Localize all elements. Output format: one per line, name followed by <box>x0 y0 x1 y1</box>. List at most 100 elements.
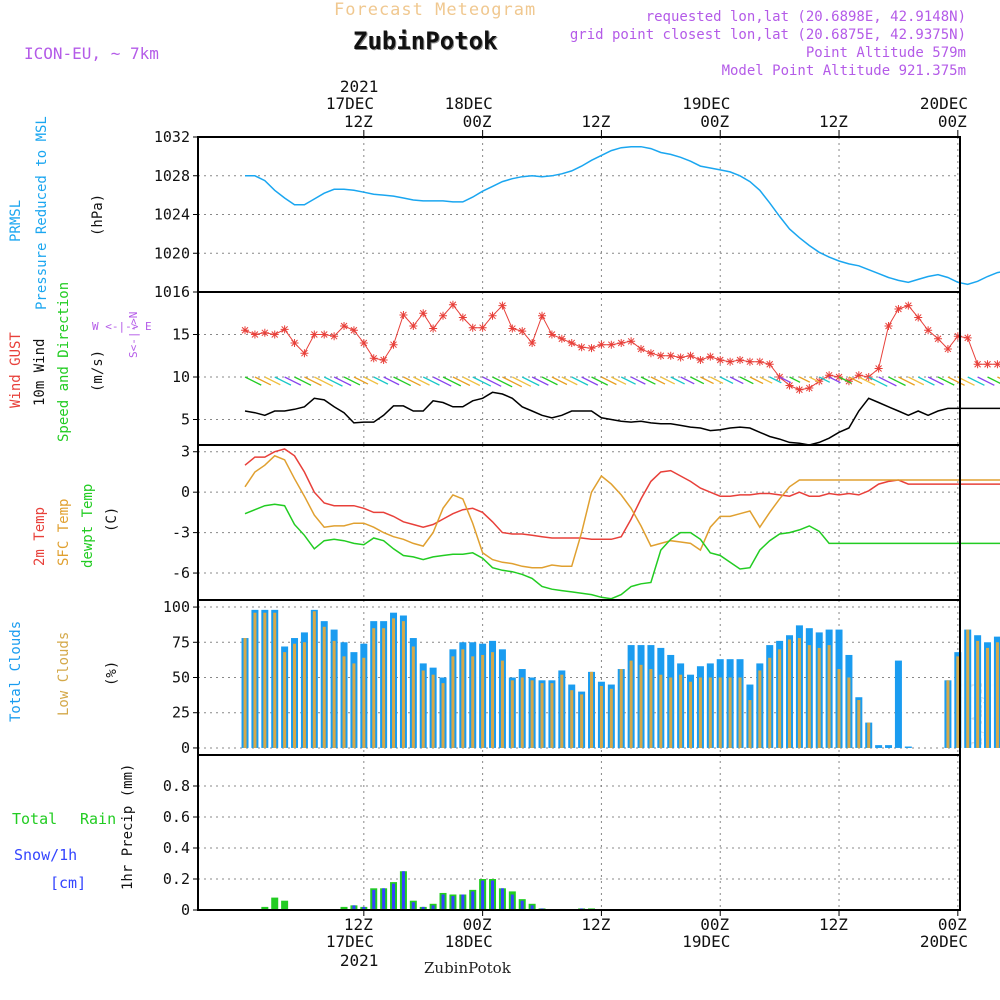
low-cloud-bar <box>560 674 564 748</box>
gust-marker <box>340 322 349 330</box>
top-hour-label: 00Z <box>700 112 729 131</box>
wind-direction-arrow <box>531 376 549 386</box>
wind-direction-arrow <box>828 376 841 384</box>
gust-marker <box>765 360 774 369</box>
y-tick-label: 0 <box>181 483 190 501</box>
grid-lines <box>198 136 960 911</box>
low-cloud-bar <box>956 656 960 748</box>
wind-direction-arrow <box>818 376 831 383</box>
wind-direction-arrow <box>393 376 411 387</box>
y-tick-label: -6 <box>172 564 190 582</box>
low-cloud-bar <box>857 700 861 748</box>
gust-marker <box>557 334 566 343</box>
low-cloud-bar <box>609 688 613 748</box>
panel-frame-wind <box>197 291 961 446</box>
wind-direction-arrow <box>244 376 262 386</box>
wind-direction-arrow <box>284 376 302 386</box>
wind-direction-arrow <box>591 376 609 386</box>
wind-direction-arrow <box>759 376 773 384</box>
low-cloud-bar <box>401 621 405 748</box>
gust-marker <box>785 381 794 390</box>
model-label: ICON-EU, ~ 7km <box>24 44 159 63</box>
wind-direction-arrow <box>601 376 617 386</box>
wind-direction-arrow <box>512 376 532 387</box>
wind-direction-arrow <box>274 376 292 386</box>
snow-bar <box>392 883 396 910</box>
low-cloud-bar <box>283 652 287 748</box>
y-tick-label: 0 <box>181 901 190 919</box>
low-cloud-bar <box>946 680 950 748</box>
low-cloud-bar <box>332 640 336 748</box>
gust-marker <box>656 351 665 360</box>
low-cloud-bar <box>580 694 584 748</box>
gust-marker <box>508 324 517 333</box>
sfc-temp-line <box>244 454 1000 569</box>
top-hour-label: 12Z <box>819 112 848 131</box>
gust-marker <box>310 330 319 339</box>
y-tick-label: 1024 <box>154 206 190 224</box>
total-cloud-bar <box>885 745 893 748</box>
gust-marker <box>894 305 903 313</box>
low-cloud-bar <box>758 670 762 748</box>
rain-bar <box>281 900 289 910</box>
low-cloud-bar <box>372 628 376 748</box>
gust-marker <box>973 360 982 369</box>
wind-direction-arrow <box>838 376 852 384</box>
precip-total-label: Total <box>12 810 58 828</box>
y-tick-label: 5 <box>181 411 190 429</box>
y-tick-label: 10 <box>172 368 190 386</box>
low-cloud-bar <box>570 690 574 748</box>
wind-direction-arrow <box>304 376 322 387</box>
snow-bar <box>530 905 534 910</box>
low-cloud-bar <box>421 670 425 748</box>
low-cloud-bar <box>738 677 742 748</box>
gust-marker <box>409 322 418 330</box>
snow-bar <box>471 891 475 910</box>
low-cloud-bar <box>253 612 257 748</box>
bottom-year-label: 2021 <box>340 951 379 970</box>
snow-bar <box>411 902 415 910</box>
low-cloud-bar <box>322 626 326 748</box>
wind-direction-arrow <box>571 376 589 386</box>
low-cloud-bar <box>411 646 415 748</box>
panel-frame-precip <box>197 754 961 911</box>
wind-direction-arrow <box>581 376 599 386</box>
low-cloud-bar <box>718 677 722 748</box>
wind-direction-arrow <box>452 376 471 387</box>
wind-direction-arrow <box>442 376 462 387</box>
gust-marker <box>637 344 646 353</box>
low-cloud-bar <box>273 612 277 748</box>
low-cloud-bar <box>243 638 247 748</box>
closest-coords: grid point closest lon,lat (20.6875E, 42… <box>569 27 966 43</box>
wind-direction-arrow <box>482 376 502 387</box>
snow-bar <box>401 871 405 910</box>
gust-marker <box>498 301 507 310</box>
gust-marker <box>241 326 250 335</box>
gust-marker <box>884 322 893 330</box>
low-cloud-bar <box>302 642 306 748</box>
wind-direction-arrow <box>868 376 888 387</box>
y-tick-label: 3 <box>181 443 190 461</box>
snow-bar <box>372 889 376 910</box>
gust-marker <box>914 313 923 322</box>
low-cloud-bar <box>362 657 366 748</box>
snow-bar <box>520 900 524 910</box>
wind-direction-arrow <box>670 376 685 385</box>
wind-direction-arrow <box>541 376 558 386</box>
gust-marker <box>547 330 556 339</box>
gust-marker <box>587 344 596 353</box>
low-cloud-bar <box>510 680 514 748</box>
panel-frame-temperature <box>197 444 961 601</box>
low-cloud-bar <box>639 664 643 748</box>
low-cloud-bar <box>500 660 504 748</box>
snow-bar <box>421 906 425 910</box>
wind-direction-arrow <box>314 376 334 387</box>
wind-direction-arrow <box>739 376 754 385</box>
low-cloud-bar <box>768 657 772 748</box>
low-cloud-bar <box>986 647 990 748</box>
wind-direction-arrow <box>353 376 369 385</box>
gust-marker <box>468 323 477 332</box>
wind-direction-arrow <box>521 376 540 387</box>
wind-direction-arrow <box>908 376 925 386</box>
y-tick-label: 0 <box>181 739 190 757</box>
